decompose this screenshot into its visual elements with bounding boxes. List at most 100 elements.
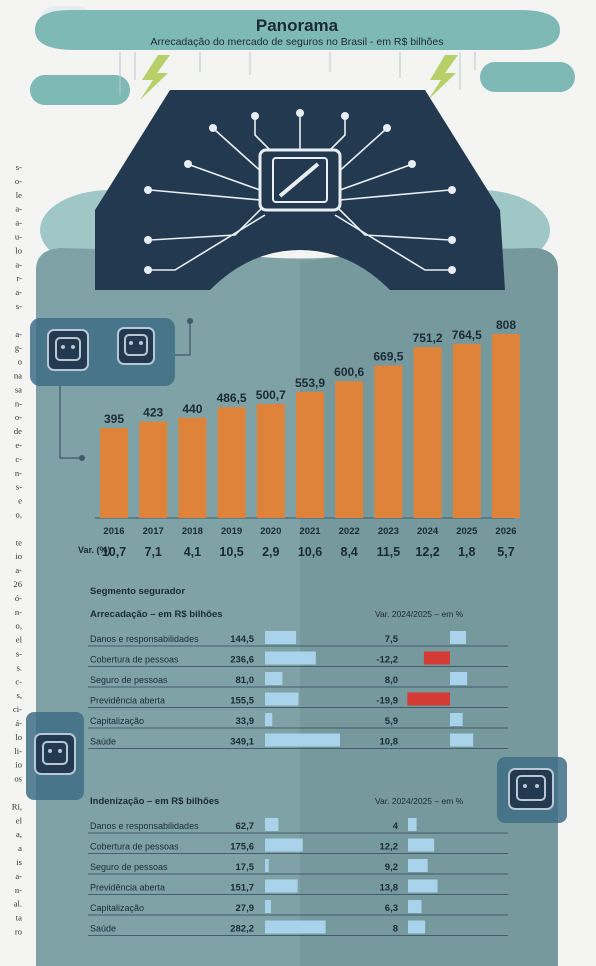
year-tick-label: 2019	[221, 526, 242, 537]
side-text-line: a-	[15, 329, 22, 339]
side-text-line: el	[16, 815, 23, 825]
robot-chip-icon	[26, 712, 84, 800]
side-text-line: lo	[15, 245, 22, 255]
row-value: 144,5	[230, 634, 254, 645]
chip-circuit-lines	[149, 115, 451, 271]
side-text-line: io	[15, 551, 22, 561]
year-tick-label: 2016	[103, 526, 124, 537]
side-text-line: el	[16, 635, 23, 645]
side-text-line: de	[14, 426, 22, 436]
row-value: 282,2	[230, 924, 254, 935]
row-label: Cobertura de pessoas	[90, 842, 179, 852]
bar	[296, 391, 324, 518]
row-var: 8,0	[385, 675, 398, 686]
bar	[492, 334, 520, 518]
robot-chip-icon	[497, 757, 567, 823]
row-label: Danos e responsabilidades	[90, 821, 199, 831]
value-bar	[265, 651, 316, 665]
side-text-line: s.	[17, 662, 23, 672]
side-text-line: e	[18, 496, 22, 506]
side-text-line: a	[18, 843, 22, 853]
var-value-label: 10,6	[298, 545, 322, 559]
side-text-line: o,	[16, 621, 22, 631]
chip-circuit-nodes	[144, 109, 456, 274]
var-column-title: Var. 2024/2025 – em %	[375, 609, 464, 619]
side-text-line: s-	[16, 301, 22, 311]
side-text-line: o-	[15, 412, 22, 422]
row-var: 7,5	[385, 634, 399, 645]
side-text-line: s-	[16, 649, 22, 659]
lightning-icon	[428, 55, 458, 100]
year-tick-label: 2023	[378, 526, 399, 537]
bar	[100, 428, 128, 518]
side-text-line: le	[16, 190, 22, 200]
value-bar	[265, 631, 297, 644]
side-text-line: is	[16, 857, 22, 867]
side-text-line: n-	[15, 468, 22, 478]
year-tick-label: 2020	[260, 526, 281, 537]
side-text-line: a-	[15, 287, 22, 297]
side-text-line: o,	[16, 510, 22, 520]
side-text-line: n-	[15, 607, 22, 617]
row-var: 4	[393, 821, 399, 832]
arrecadacao-table: Arrecadação – em R$ bilhões Var. 2024/202…	[88, 609, 508, 749]
row-var: 6,3	[385, 903, 398, 914]
bar	[217, 407, 246, 518]
side-text-line: a-	[15, 204, 22, 214]
row-var: 9,2	[385, 862, 398, 873]
var-value-label: 4,1	[184, 545, 201, 559]
row-label: Previdência aberta	[90, 696, 165, 706]
chip-icon	[258, 148, 342, 212]
var-value-label: 10,5	[219, 545, 243, 559]
robot-chip-icon	[30, 318, 175, 386]
side-text-line: os	[14, 774, 22, 784]
value-bar	[265, 838, 303, 852]
side-text-line: a-	[15, 565, 22, 575]
row-var: -12,2	[376, 655, 398, 666]
side-text-line: a-	[15, 871, 22, 881]
side-text-line: r-	[16, 273, 22, 283]
value-bar	[265, 818, 279, 831]
var-bar	[408, 920, 426, 934]
var-axis-label: Var. (%)	[78, 545, 111, 555]
row-label: Seguro de pessoas	[90, 862, 168, 872]
side-text-line: ro	[15, 927, 22, 937]
side-column-text: s-o-le a-a-u-lo a-r-a-s-a-g-o na sa n-o-de e-c…	[12, 162, 23, 937]
year-tick-label: 2024	[417, 526, 439, 537]
var-bar	[407, 692, 450, 706]
side-text-line: ci-	[13, 704, 22, 714]
section-title: Segmento segurador	[90, 586, 185, 597]
bar-value-label: 600,6	[334, 365, 364, 379]
row-value: 62,7	[236, 821, 255, 832]
side-text-line: ó-	[15, 593, 22, 603]
row-label: Danos e responsabilidades	[90, 634, 199, 644]
bar	[139, 421, 168, 518]
year-tick-label: 2022	[339, 526, 360, 537]
var-bar	[450, 672, 468, 685]
table-title: Indenização – em R$ bilhões	[90, 796, 219, 807]
side-text-line: Ri,	[12, 801, 22, 811]
bar-value-label: 500,7	[256, 388, 286, 402]
side-text-line: te	[16, 537, 22, 547]
var-bar	[450, 631, 467, 644]
side-text-line: n-	[15, 885, 22, 895]
side-text-line: á-	[15, 718, 22, 728]
page-title: Panorama	[256, 16, 339, 35]
side-text-line: o	[18, 357, 22, 367]
value-bar	[265, 879, 298, 893]
side-text-line: io	[15, 760, 22, 770]
bar	[374, 365, 403, 518]
bar-value-label: 553,9	[295, 376, 325, 390]
var-bar	[408, 900, 422, 913]
side-text-line: s,	[17, 690, 23, 700]
row-label: Saúde	[90, 737, 116, 747]
side-text-line: li-	[14, 746, 22, 756]
year-tick-label: 2021	[299, 526, 321, 537]
row-value: 155,5	[230, 696, 254, 707]
side-text-line: ta	[16, 913, 22, 923]
value-bar	[265, 713, 273, 726]
row-label: Capitalização	[90, 716, 144, 726]
value-bar	[265, 672, 283, 685]
side-text-line: lo	[15, 732, 22, 742]
